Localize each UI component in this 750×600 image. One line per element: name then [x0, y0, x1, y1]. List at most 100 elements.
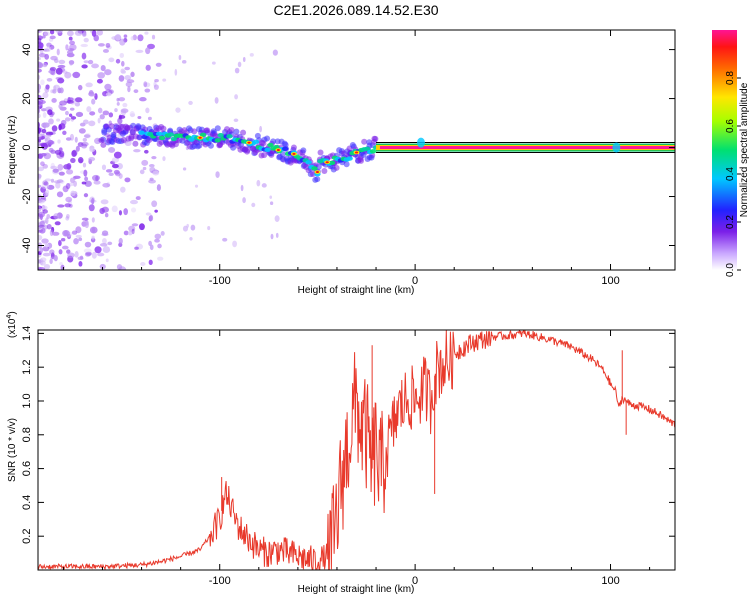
noise-blob	[38, 267, 46, 270]
noise-blob	[54, 149, 62, 155]
noise-blob	[144, 88, 151, 93]
noise-blob	[45, 84, 50, 90]
noise-blob	[186, 223, 189, 228]
noise-blob	[100, 65, 106, 72]
snr-ytick-label: 0.8	[21, 427, 33, 442]
noise-blob	[261, 183, 267, 188]
noise-blob	[77, 256, 84, 261]
noise-blob	[145, 47, 151, 55]
noise-blob	[124, 74, 132, 81]
noise-blob	[71, 149, 78, 157]
noise-blob	[51, 231, 60, 236]
noise-blob	[38, 259, 42, 264]
noise-blob	[56, 152, 65, 159]
ridge-halo	[317, 149, 324, 156]
noise-blob	[77, 84, 83, 91]
noise-blob	[95, 175, 99, 182]
ridge-halo	[228, 127, 235, 134]
noise-blob	[157, 256, 164, 261]
noise-blob	[53, 255, 58, 262]
snr-panel: -100 0 100 0.2 0.4 0.6 0.8 1.0 1.2 1.4 Height of …	[6, 311, 676, 595]
ridge-core	[252, 139, 260, 145]
noise-blob	[99, 114, 105, 120]
noise-blob	[59, 87, 64, 94]
noise-blob	[64, 117, 71, 122]
noise-blob	[97, 72, 106, 79]
ridge-halo	[282, 141, 289, 148]
colorbar-tick-label: 0.2	[725, 215, 736, 229]
noise-blob	[116, 97, 120, 102]
noise-blob	[149, 244, 154, 251]
snr-xlabel: Height of straight line (km)	[298, 584, 415, 595]
noise-blob	[99, 207, 105, 215]
spectrogram-ridge	[98, 122, 675, 183]
noise-blob	[160, 231, 165, 236]
ridge-core	[267, 142, 274, 148]
noise-blob	[81, 181, 87, 185]
noise-blob	[66, 213, 70, 219]
ridge-halo	[333, 164, 340, 171]
spectrogram-noise	[38, 30, 280, 270]
ridge-halo	[314, 176, 321, 183]
noise-blob	[272, 49, 278, 56]
noise-blob	[58, 103, 63, 109]
noise-blob	[78, 159, 83, 163]
noise-blob	[188, 100, 193, 105]
noise-blob	[82, 32, 87, 37]
noise-blob	[270, 233, 274, 240]
snr-line	[38, 330, 675, 570]
noise-blob	[131, 228, 135, 235]
ridge-halo	[207, 142, 214, 149]
noise-blob	[139, 97, 147, 102]
snr-exponent-power: 4	[6, 315, 13, 319]
noise-blob	[148, 240, 152, 246]
noise-blob	[85, 82, 93, 88]
noise-blob	[42, 246, 50, 252]
noise-blob	[97, 107, 103, 114]
noise-blob	[124, 177, 131, 183]
ridge-core	[155, 131, 163, 137]
ridge-halo	[270, 138, 277, 145]
noise-blob	[49, 258, 53, 265]
noise-blob	[46, 45, 51, 53]
snr-xtick-label: 0	[412, 575, 418, 587]
snr-exponent-close: )	[7, 311, 18, 314]
noise-blob	[43, 181, 49, 186]
noise-blob	[181, 60, 187, 64]
noise-blob	[135, 49, 144, 53]
ridge-hotspot-center	[247, 141, 251, 144]
noise-blob	[137, 116, 142, 120]
noise-blob	[50, 111, 55, 116]
noise-blob	[42, 63, 48, 68]
noise-blob	[43, 152, 52, 160]
snr-ytick-label: 0.4	[21, 495, 33, 510]
noise-blob	[43, 122, 50, 128]
noise-blob	[118, 210, 123, 216]
ridge-halo	[300, 147, 307, 154]
noise-blob	[232, 240, 238, 248]
noise-blob	[97, 43, 105, 47]
noise-blob	[120, 109, 127, 116]
noise-blob	[105, 169, 113, 173]
noise-blob	[148, 166, 155, 172]
noise-blob	[38, 225, 42, 230]
ridge-core	[199, 132, 207, 138]
noise-blob	[120, 186, 126, 193]
ridge-halo	[98, 137, 105, 144]
noise-blob	[71, 230, 78, 235]
noise-blob	[38, 30, 41, 33]
noise-blob	[135, 196, 141, 201]
noise-blob	[130, 113, 136, 117]
noise-blob	[57, 64, 66, 69]
ridge-core	[141, 134, 148, 140]
noise-blob	[77, 157, 84, 164]
ridge-halo	[101, 129, 108, 136]
noise-blob	[91, 235, 95, 240]
noise-blob	[50, 69, 56, 76]
noise-blob	[91, 227, 96, 233]
colorbar: 0.0 0.2 0.4 0.6 0.8 Normalized spectral ampl…	[712, 30, 750, 277]
noise-blob	[38, 198, 43, 203]
noise-blob	[71, 150, 77, 157]
noise-blob	[55, 30, 63, 34]
noise-blob	[84, 241, 92, 248]
